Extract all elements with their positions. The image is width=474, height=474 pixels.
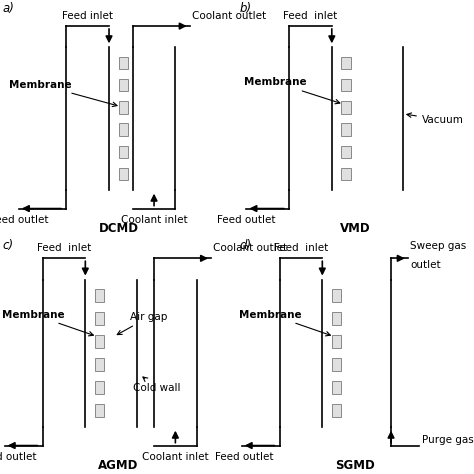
Bar xyxy=(118,79,128,91)
Bar xyxy=(332,358,341,371)
Bar xyxy=(95,335,104,348)
Text: Air gap: Air gap xyxy=(117,312,168,335)
Text: d): d) xyxy=(239,239,252,252)
Bar xyxy=(118,168,128,180)
Bar xyxy=(118,57,128,69)
Text: AGMD: AGMD xyxy=(98,459,139,472)
Text: c): c) xyxy=(2,239,13,252)
Text: Coolant outlet: Coolant outlet xyxy=(192,11,266,21)
Text: Feed  inlet: Feed inlet xyxy=(37,243,91,253)
Bar xyxy=(118,123,128,136)
Bar xyxy=(341,123,351,136)
Bar xyxy=(341,57,351,69)
Text: Coolant inlet: Coolant inlet xyxy=(142,452,209,462)
Text: Feed outlet: Feed outlet xyxy=(0,215,48,225)
Text: a): a) xyxy=(2,2,14,15)
Text: b): b) xyxy=(239,2,252,15)
Text: Feed outlet: Feed outlet xyxy=(217,215,276,225)
Bar xyxy=(95,312,104,325)
Text: Coolant inlet: Coolant inlet xyxy=(121,215,187,225)
Bar xyxy=(341,101,351,114)
Bar xyxy=(332,381,341,394)
Bar xyxy=(332,404,341,417)
Bar xyxy=(332,290,341,302)
Bar xyxy=(118,101,128,114)
Text: Membrane: Membrane xyxy=(9,80,117,107)
Text: Sweep gas: Sweep gas xyxy=(410,241,466,251)
Text: Vacuum: Vacuum xyxy=(407,113,464,125)
Text: Purge gas inlet: Purge gas inlet xyxy=(422,435,474,445)
Bar xyxy=(332,335,341,348)
Text: VMD: VMD xyxy=(340,222,371,235)
Text: outlet: outlet xyxy=(410,260,441,270)
Bar xyxy=(95,290,104,302)
Bar xyxy=(95,404,104,417)
Bar xyxy=(95,381,104,394)
Bar xyxy=(341,79,351,91)
Text: Feed outlet: Feed outlet xyxy=(215,452,273,462)
Bar xyxy=(95,358,104,371)
Text: Feed inlet: Feed inlet xyxy=(62,11,113,21)
Text: Membrane: Membrane xyxy=(239,310,330,336)
Text: SGMD: SGMD xyxy=(336,459,375,472)
Bar xyxy=(332,312,341,325)
Bar xyxy=(341,168,351,180)
Text: DCMD: DCMD xyxy=(99,222,138,235)
Bar xyxy=(118,146,128,158)
Text: Feed outlet: Feed outlet xyxy=(0,452,36,462)
Text: Feed  inlet: Feed inlet xyxy=(283,11,337,21)
Text: Cold wall: Cold wall xyxy=(133,377,180,393)
Text: Membrane: Membrane xyxy=(244,77,340,104)
Text: Coolant outlet: Coolant outlet xyxy=(213,243,287,253)
Text: Feed  inlet: Feed inlet xyxy=(274,243,328,253)
Text: Membrane: Membrane xyxy=(2,310,93,336)
Bar xyxy=(341,146,351,158)
